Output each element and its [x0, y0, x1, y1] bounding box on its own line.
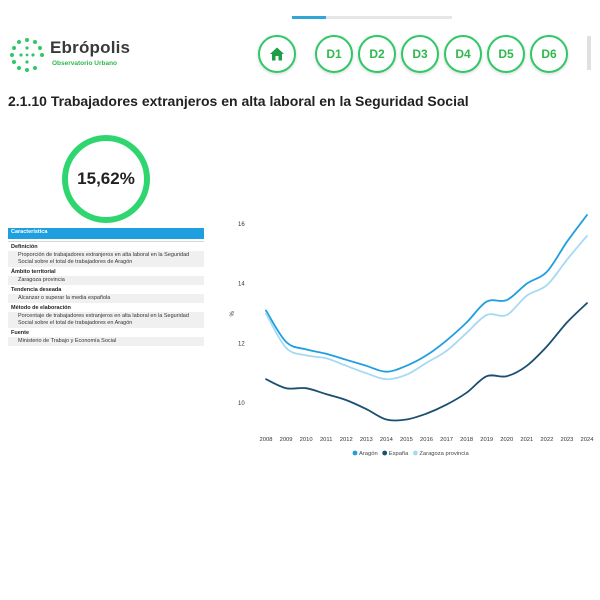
y-tick-label: 14: [238, 282, 245, 288]
info-table-header: Característica: [8, 228, 204, 239]
x-tick-label: 2012: [340, 437, 353, 443]
info-value-tendencia: Alcanzar o superar la media española: [8, 294, 204, 304]
x-tick-label: 2016: [420, 437, 433, 443]
info-value-fuente: Ministerio de Trabajo y Economía Social: [8, 337, 204, 347]
info-table-divider: [8, 239, 204, 242]
info-label-definicion: Definición: [11, 243, 38, 250]
x-tick-label: 2021: [520, 437, 533, 443]
info-table: Característica Definición Proporción de …: [8, 228, 204, 347]
logo: Ebrópolis Observatorio Urbano: [8, 36, 158, 76]
kpi-ring: [62, 135, 150, 223]
legend-marker-zaragoza-provincia: [412, 450, 418, 456]
nav-button-d1[interactable]: D1: [315, 35, 353, 73]
info-label-fuente: Fuente: [11, 329, 30, 336]
top-scrollbar-thumb[interactable]: [292, 16, 326, 19]
y-tick-label: 16: [238, 222, 245, 228]
logo-mark-icon: [10, 38, 44, 72]
y-tick-label: 12: [238, 341, 245, 347]
page-title: 2.1.10 Trabajadores extranjeros en alta …: [8, 93, 469, 109]
nav-button-d5[interactable]: D5: [487, 35, 525, 73]
x-tick-label: 2024: [581, 437, 595, 443]
y-tick-label: 10: [238, 401, 245, 407]
info-value-definicion: Proporción de trabajadores extranjeros e…: [8, 251, 204, 268]
info-label-metodo: Método de elaboración: [11, 304, 71, 311]
info-value-ambito: Zaragoza provincia: [8, 276, 204, 286]
line-chart: 10 12 14 16% 2008 2009 2010 2011 2012 2013 2014 201…: [222, 200, 597, 465]
x-tick-label: 2022: [540, 437, 553, 443]
x-tick-label: 2019: [480, 437, 493, 443]
nav-button-d3[interactable]: D3: [401, 35, 439, 73]
x-tick-label: 2009: [280, 437, 293, 443]
x-tick-label: 2015: [400, 437, 413, 443]
legend-label-espana: España: [389, 451, 409, 457]
x-tick-label: 2018: [460, 437, 473, 443]
nav-button-d2[interactable]: D2: [358, 35, 396, 73]
x-tick-label: 2023: [560, 437, 573, 443]
legend-marker-espana: [382, 450, 388, 456]
x-tick-label: 2017: [440, 437, 453, 443]
x-tick-label: 2010: [300, 437, 313, 443]
kpi-value: 15,62%: [77, 169, 135, 188]
logo-name: Ebrópolis: [50, 38, 131, 57]
x-tick-label: 2013: [360, 437, 373, 443]
series-line-aragon: [265, 214, 588, 373]
top-scrollbar[interactable]: [292, 16, 452, 19]
series-line-zaragoza-provincia: [265, 235, 588, 381]
x-tick-label: 2020: [500, 437, 513, 443]
logo-subtitle: Observatorio Urbano: [52, 60, 118, 67]
nav-button-d6[interactable]: D6: [530, 35, 568, 73]
nav-button-d4[interactable]: D4: [444, 35, 482, 73]
line-chart-svg: 10 12 14 16% 2008 2009 2010 2011 2012 2013 2014 201…: [230, 214, 595, 457]
x-tick-label: 2008: [260, 437, 273, 443]
legend-label-zaragoza-provincia: Zaragoza provincia: [419, 451, 469, 457]
home-button[interactable]: [258, 35, 296, 73]
nav-scrollbar[interactable]: [587, 36, 591, 70]
series-line-espana: [265, 302, 588, 422]
x-tick-label: 2014: [380, 437, 394, 443]
x-tick-label: 2011: [320, 437, 332, 443]
kpi-card: 15,62%: [62, 135, 150, 223]
y-axis-label: %: [230, 311, 236, 317]
info-label-ambito: Ámbito territorial: [11, 268, 56, 275]
legend-marker-aragon: [352, 450, 358, 456]
home-icon: [270, 47, 284, 61]
legend-label-aragon: Aragón: [359, 451, 378, 457]
info-value-metodo: Porcentaje de trabajadores extranjeros e…: [8, 312, 204, 329]
info-label-tendencia: Tendencia deseada: [11, 286, 62, 293]
